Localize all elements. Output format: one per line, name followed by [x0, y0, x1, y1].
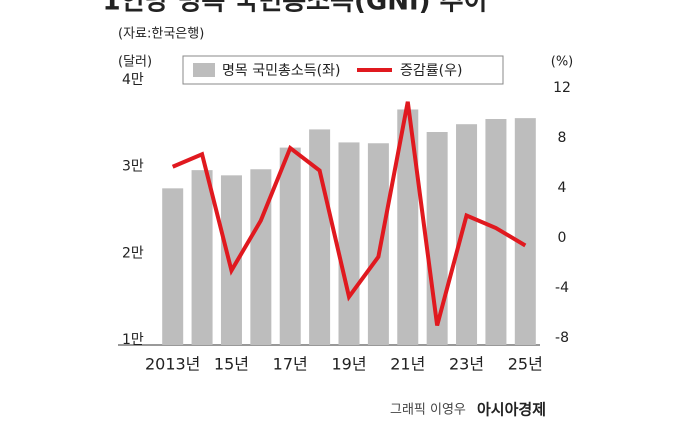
- y2-tick-label: -8: [555, 330, 569, 346]
- x-tick-label: 23년: [449, 355, 484, 374]
- bar: [367, 143, 389, 345]
- y2-tick-label: 12: [553, 80, 571, 96]
- y-tick-label: 3만: [122, 159, 144, 175]
- bar: [397, 109, 419, 345]
- bar: [162, 188, 184, 345]
- bar: [514, 118, 536, 345]
- x-tick-label: 19년: [331, 355, 366, 374]
- y2-tick-label: -4: [555, 280, 569, 296]
- y-tick-label: 4만: [122, 72, 144, 88]
- y-tick-label: 1만: [122, 332, 144, 348]
- y-unit: (달러): [118, 55, 152, 70]
- bar: [250, 169, 272, 345]
- credit: 그래픽 이영우: [390, 403, 466, 418]
- legend-label: 증감률(우): [400, 63, 462, 79]
- chart-title: 1인당 명목 국민총소득(GNI) 추이: [103, 0, 488, 17]
- bar: [485, 119, 507, 345]
- y2-tick-label: 4: [558, 180, 567, 196]
- y-tick-label: 2만: [122, 245, 144, 261]
- y2-tick-label: 0: [558, 230, 567, 246]
- x-tick-label: 15년: [214, 355, 249, 374]
- y2-unit: (%): [551, 55, 574, 70]
- bar: [279, 147, 301, 345]
- legend-label: 명목 국민총소득(좌): [222, 63, 340, 79]
- bar: [220, 175, 242, 345]
- bar: [191, 170, 213, 345]
- legend-box: [182, 55, 504, 85]
- legend-swatch: [193, 63, 215, 77]
- x-tick-label: 2013년: [145, 355, 200, 374]
- x-tick-label: 21년: [390, 355, 425, 374]
- source: (자료:한국은행): [118, 26, 204, 42]
- x-tick-label: 17년: [273, 355, 308, 374]
- x-tick-label: 25년: [508, 355, 543, 374]
- publisher: 아시아경제: [477, 401, 546, 419]
- line: [171, 101, 527, 327]
- bar: [338, 142, 360, 345]
- bar: [309, 129, 331, 345]
- y2-tick-label: 8: [558, 130, 567, 146]
- bar: [456, 124, 478, 345]
